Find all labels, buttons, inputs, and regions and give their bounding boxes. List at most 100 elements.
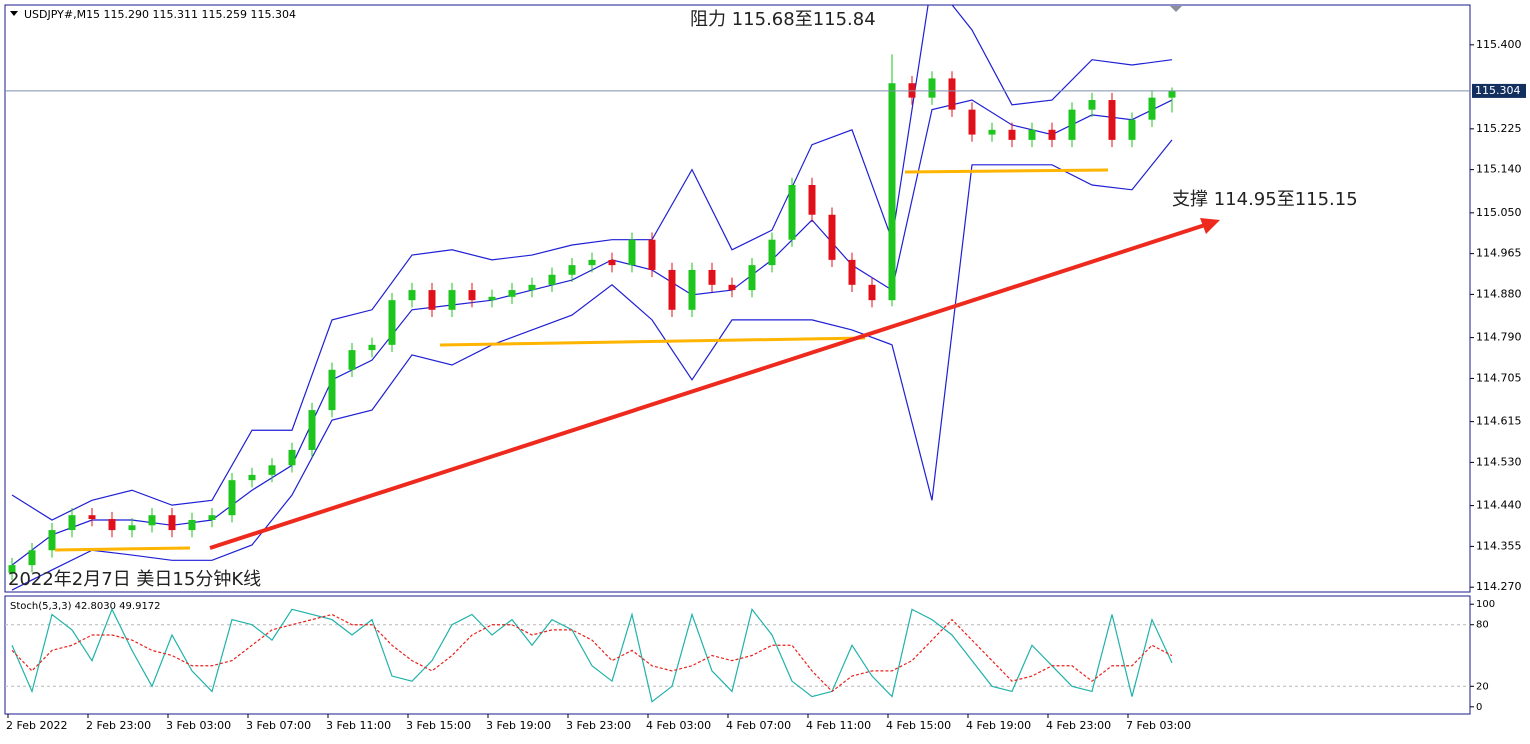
candle-body	[68, 515, 76, 531]
candle-body	[248, 474, 256, 481]
candle-body	[488, 296, 496, 301]
candle-body	[748, 265, 756, 291]
candle-body	[348, 350, 356, 370]
candle-body	[928, 78, 936, 98]
x-tick-label: 4 Feb 03:00	[646, 719, 711, 732]
candle-body	[428, 290, 436, 310]
candle-body	[408, 290, 416, 301]
sub-panel	[4, 595, 1471, 715]
band-lower	[11, 139, 1173, 591]
y-tick-label: 80	[1476, 620, 1489, 631]
candle-body	[1008, 129, 1016, 140]
y-tick-label: 114.880	[1476, 287, 1522, 300]
band-upper	[11, 5, 1173, 521]
annotation: 阻力 115.68至115.84	[690, 9, 876, 30]
candle-body	[968, 109, 976, 135]
candle-body	[108, 519, 116, 531]
x-tick-label: 3 Feb 23:00	[566, 719, 631, 732]
y-tick-label: 114.530	[1476, 455, 1522, 468]
candle-body	[548, 274, 556, 285]
support-line	[439, 336, 866, 347]
candle-body	[148, 515, 156, 526]
candle-body	[868, 284, 876, 301]
candle-body	[828, 214, 836, 260]
candle-body	[328, 369, 336, 411]
candle-body	[1028, 129, 1036, 140]
x-tick-label: 7 Feb 03:00	[1126, 719, 1191, 732]
candle-body	[808, 184, 816, 215]
candle-body	[708, 269, 716, 285]
candle-body	[1048, 129, 1056, 140]
main-panel	[4, 4, 1471, 593]
candle-body	[1128, 119, 1136, 140]
candle-body	[668, 269, 676, 310]
candle-body	[628, 239, 636, 266]
y-tick-label: 115.225	[1476, 122, 1522, 135]
chart-title: USDJPY#,M15 115.290 115.311 115.259 115.…	[24, 8, 296, 21]
candle-body	[568, 265, 576, 275]
candle-body	[128, 525, 136, 531]
y-tick-label: 115.140	[1476, 163, 1522, 176]
y-tick-label: 114.965	[1476, 247, 1522, 260]
shift-marker	[1170, 6, 1182, 12]
candle-body	[728, 284, 736, 291]
candle-body	[308, 410, 316, 450]
x-tick-label: 4 Feb 19:00	[966, 719, 1031, 732]
support-line	[54, 546, 191, 552]
candle-body	[788, 184, 796, 240]
candle-body	[688, 269, 696, 310]
x-tick-label: 4 Feb 15:00	[886, 719, 951, 732]
candle-body	[508, 290, 516, 297]
candle-body	[528, 284, 536, 291]
x-tick-label: 3 Feb 15:00	[406, 719, 471, 732]
annotation: 支撑 114.95至115.15	[1172, 189, 1358, 210]
x-tick-label: 3 Feb 11:00	[326, 719, 391, 732]
candle-body	[448, 290, 456, 310]
candle-body	[768, 239, 776, 266]
stoch-line	[11, 607, 1173, 703]
candle-body	[28, 550, 36, 566]
annotation: 2022年2月7日 美日15分钟K线	[8, 569, 261, 590]
stoch-line	[11, 613, 1173, 693]
candle-body	[1148, 97, 1156, 120]
candle-body	[8, 565, 16, 573]
candle-body	[388, 300, 396, 345]
candle-body	[228, 480, 236, 516]
y-tick-label: 114.705	[1476, 371, 1522, 384]
candle-body	[608, 259, 616, 266]
candle-body	[588, 259, 596, 266]
candle-body	[1108, 100, 1116, 140]
x-tick-label: 3 Feb 19:00	[486, 719, 551, 732]
trend-line	[209, 223, 1206, 550]
y-tick-label: 114.270	[1476, 580, 1522, 593]
y-tick-label: 0	[1476, 702, 1482, 713]
x-tick-label: 2 Feb 2022	[6, 719, 67, 732]
candle-body	[848, 259, 856, 285]
candle-body	[1068, 109, 1076, 140]
candle-body	[1088, 100, 1096, 110]
y-tick-label: 115.400	[1476, 38, 1522, 51]
candle-body	[288, 449, 296, 466]
candle-body	[268, 465, 276, 475]
candle-body	[468, 290, 476, 301]
drawings	[54, 168, 1220, 552]
y-tick-label: 114.440	[1476, 499, 1522, 512]
stoch-title: Stoch(5,3,3) 42.8030 49.9172	[10, 601, 161, 612]
y-tick-label: 115.050	[1476, 206, 1522, 219]
x-tick-label: 2 Feb 23:00	[86, 719, 151, 732]
y-tick-label: 20	[1476, 681, 1489, 692]
x-tick-label: 3 Feb 07:00	[246, 719, 311, 732]
x-tick-label: 3 Feb 03:00	[166, 719, 231, 732]
candle-body	[948, 78, 956, 110]
last-price-box	[1472, 83, 1526, 98]
candle-body	[48, 530, 56, 551]
menu-arrow[interactable]	[10, 11, 18, 16]
last-price-label: 115.304	[1475, 84, 1521, 97]
x-tick-label: 4 Feb 23:00	[1046, 719, 1111, 732]
candle-body	[208, 515, 216, 521]
y-tick-label: 114.615	[1476, 415, 1522, 428]
candle-body	[888, 83, 896, 301]
y-tick-label: 100	[1476, 599, 1495, 610]
x-tick-label: 4 Feb 07:00	[726, 719, 791, 732]
